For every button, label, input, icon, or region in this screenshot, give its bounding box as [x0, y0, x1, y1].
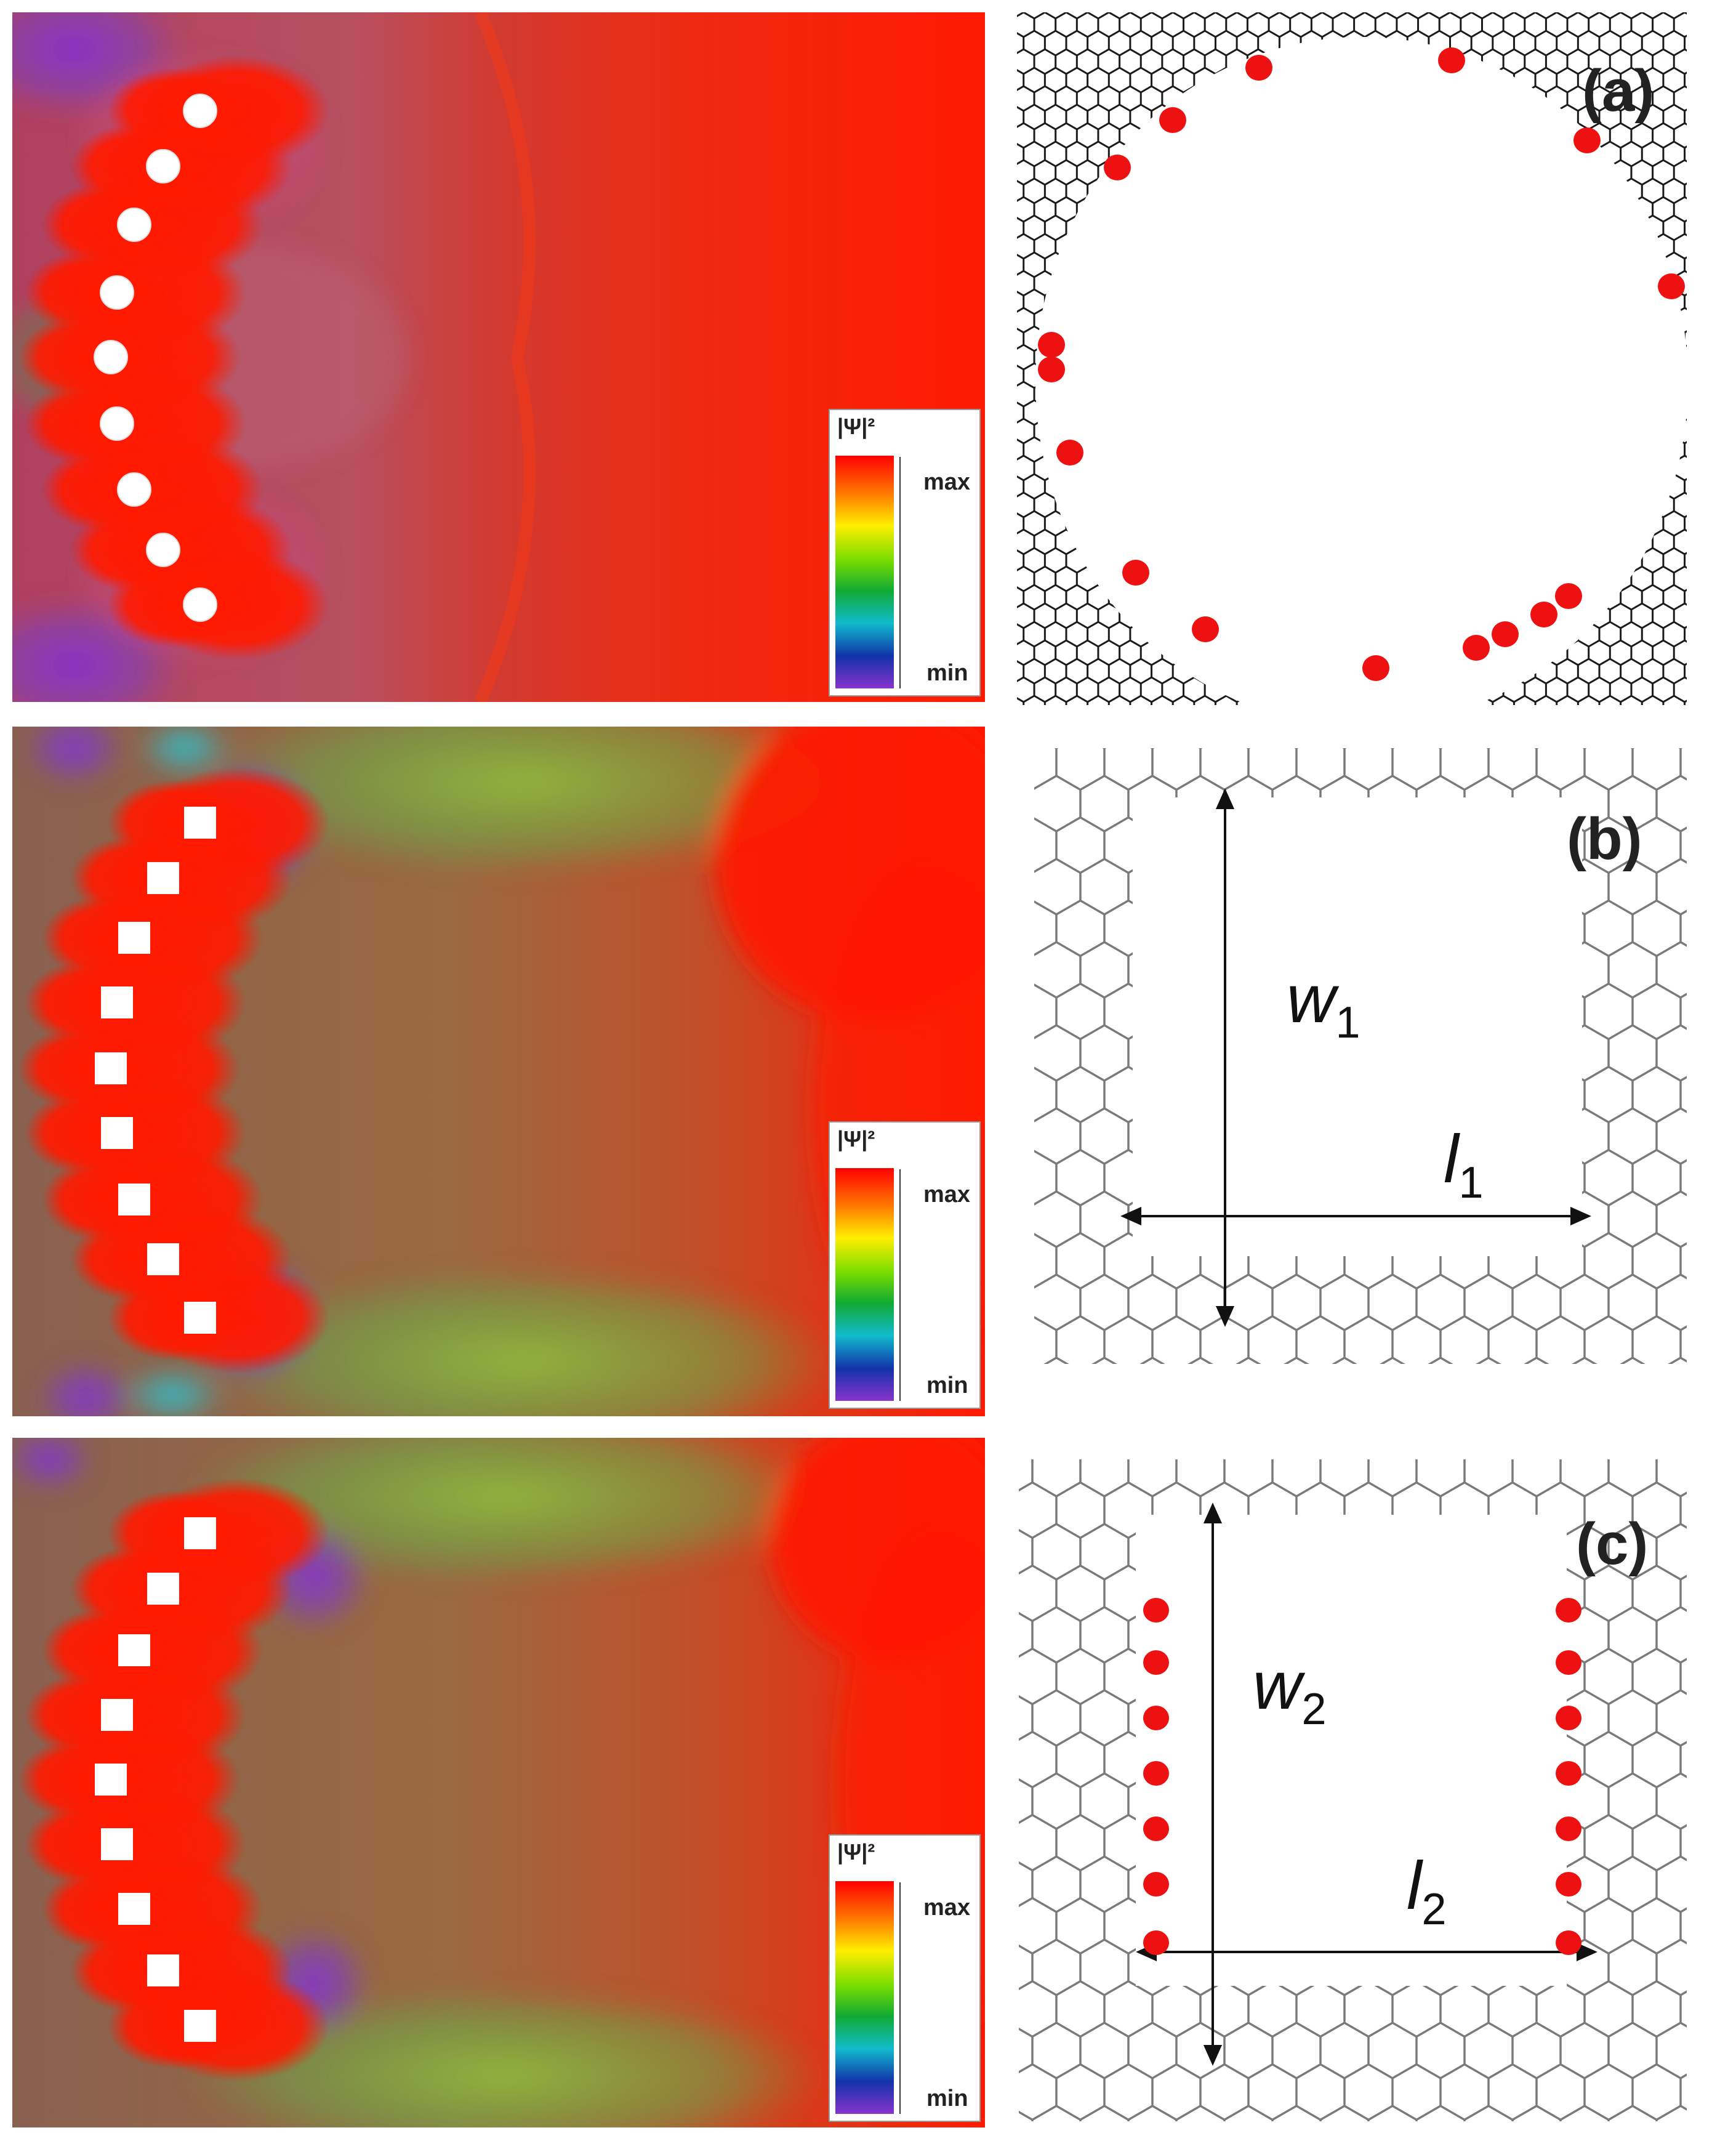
- length-label: l1: [1444, 1121, 1484, 1208]
- square-scatterer: [184, 807, 216, 839]
- rectangular-hole: [1133, 797, 1582, 1256]
- lattice-panel-a: [1017, 12, 1687, 705]
- circular-scatterer: [117, 208, 151, 242]
- colorbar-max-label: max: [923, 469, 970, 495]
- defect-dot: [1362, 655, 1389, 681]
- defect-dot: [1556, 1930, 1581, 1955]
- panel-label-c: (c): [1576, 1511, 1648, 1577]
- width-label: w1: [1287, 961, 1360, 1047]
- defect-dot: [1573, 127, 1601, 153]
- defect-dot: [1159, 107, 1186, 133]
- colorbar-gradient: [835, 1881, 894, 2114]
- defect-dot: [1492, 621, 1519, 647]
- field-lobe: [108, 1983, 243, 2069]
- square-scatterer: [147, 1954, 179, 1986]
- square-scatterer: [101, 1828, 133, 1860]
- colorbar-max-label: max: [923, 1182, 970, 1208]
- square-scatterer: [147, 1243, 179, 1275]
- square-scatterer: [95, 1764, 127, 1796]
- defect-dot: [1245, 55, 1272, 81]
- circular-scatterer: [100, 275, 134, 310]
- colorbar-min-label: min: [926, 2086, 968, 2111]
- square-scatterer: [118, 922, 150, 954]
- circular-scatterer: [183, 587, 217, 622]
- panel-label-a: (a): [1582, 58, 1654, 124]
- width-arrow: [1215, 788, 1235, 1327]
- field-lobe: [108, 1275, 243, 1361]
- defect-dot: [1555, 583, 1582, 609]
- square-scatterer: [118, 1893, 150, 1925]
- defect-dot: [1556, 1706, 1581, 1730]
- width-label: w2: [1253, 1648, 1327, 1734]
- colorbar-panel-b: |Ψ|² max min: [829, 1121, 981, 1409]
- colorbar-title: |Ψ|²: [837, 1126, 875, 1152]
- field-map-panel-c: [12, 1438, 985, 2127]
- colorbar-panel-a: |Ψ|² max min: [829, 409, 981, 696]
- rectangular-hole: [1136, 1515, 1567, 1986]
- defect-dot: [1056, 440, 1083, 466]
- defect-dot: [1143, 1650, 1169, 1675]
- defect-dot: [1530, 602, 1557, 627]
- panel-label-b: (b): [1567, 806, 1642, 872]
- defect-dot: [1658, 273, 1685, 299]
- square-scatterer: [95, 1052, 127, 1084]
- defect-dot: [1556, 1598, 1581, 1623]
- square-scatterer: [147, 862, 179, 894]
- square-scatterer: [101, 986, 133, 1018]
- defect-dot: [1038, 357, 1065, 382]
- defect-dot: [1104, 155, 1131, 180]
- square-scatterer: [184, 1517, 216, 1549]
- defect-dot: [1143, 1598, 1169, 1623]
- square-scatterer: [118, 1183, 150, 1216]
- field-map-panel-b: [12, 727, 985, 1416]
- lattice-panel-b: w1 l1: [1034, 748, 1687, 1364]
- square-scatterer: [184, 1302, 216, 1334]
- colorbar-title: |Ψ|²: [837, 1839, 875, 1865]
- circular-scatterer: [146, 149, 180, 183]
- square-scatterer: [147, 1573, 179, 1605]
- colorbar-gradient: [835, 1168, 894, 1401]
- defect-dot: [1192, 616, 1219, 642]
- defect-dot: [1556, 1650, 1581, 1675]
- defect-dot: [1556, 1816, 1581, 1841]
- circular-scatterer: [94, 340, 128, 374]
- colorbar-title: |Ψ|²: [837, 414, 875, 440]
- colorbar-max-label: max: [923, 1895, 970, 1921]
- defect-dot: [1122, 560, 1149, 586]
- defect-dot: [1143, 1761, 1169, 1786]
- colorbar-gradient: [835, 456, 894, 688]
- circular-hole: [1035, 37, 1687, 705]
- square-scatterer: [118, 1634, 150, 1666]
- colorbar-min-label: min: [926, 1373, 968, 1398]
- defect-dot: [1438, 47, 1465, 73]
- defect-dot: [1143, 1816, 1169, 1841]
- square-scatterer: [101, 1699, 133, 1731]
- circular-scatterer: [146, 533, 180, 567]
- defect-dot: [1463, 635, 1490, 661]
- colorbar-panel-c: |Ψ|² max min: [829, 1834, 981, 2122]
- defect-dot: [1556, 1872, 1581, 1897]
- circular-scatterer: [183, 94, 217, 128]
- square-scatterer: [184, 2010, 216, 2042]
- length-label: l2: [1407, 1848, 1447, 1934]
- defect-dot: [1143, 1872, 1169, 1897]
- circular-scatterer: [100, 406, 134, 441]
- length-arrow: [1120, 1206, 1591, 1226]
- circular-scatterer: [117, 472, 151, 507]
- colorbar-min-label: min: [926, 660, 968, 686]
- square-scatterer: [101, 1117, 133, 1149]
- defect-dot: [1038, 332, 1065, 358]
- lattice-panel-c: w2 l2: [1019, 1459, 1687, 2121]
- width-arrow: [1203, 1502, 1223, 2066]
- defect-dot: [1143, 1706, 1169, 1730]
- field-map-panel-a: [12, 12, 985, 702]
- field-lobe: [108, 562, 243, 648]
- defect-dot: [1143, 1930, 1169, 1955]
- defect-dot: [1556, 1761, 1581, 1786]
